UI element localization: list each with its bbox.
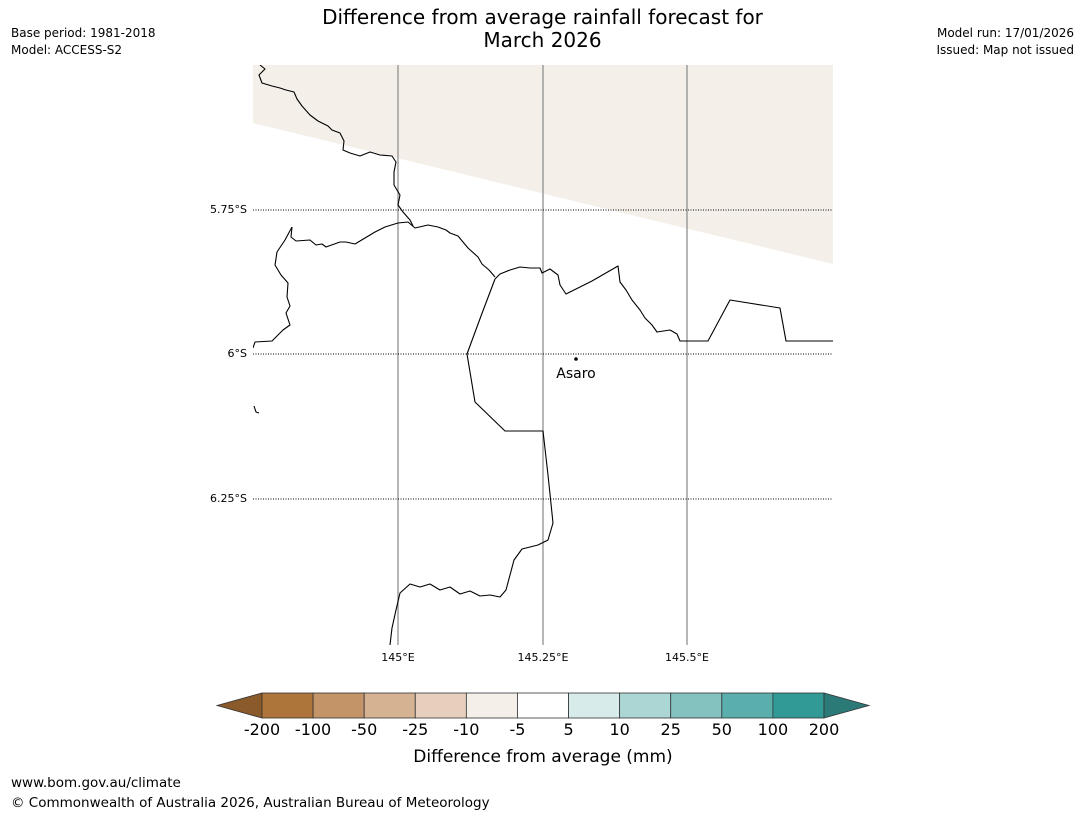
colorbar-segment bbox=[414, 692, 467, 719]
asaro-marker bbox=[574, 357, 578, 361]
boundary-east bbox=[494, 265, 833, 342]
issued-status: Issued: Map not issued bbox=[936, 43, 1074, 57]
colorbar-tick-label: 50 bbox=[712, 720, 732, 739]
base-period: Base period: 1981-2018 bbox=[11, 26, 156, 40]
colorbar-segment bbox=[261, 692, 314, 719]
colorbar-tick-label: 5 bbox=[563, 720, 573, 739]
latitude-gridlines bbox=[253, 209, 833, 500]
map-panel: Asaro bbox=[253, 65, 833, 645]
colorbar-segment bbox=[312, 692, 365, 719]
colorbar-tick-label: 25 bbox=[661, 720, 681, 739]
colorbar-tick-label: -10 bbox=[453, 720, 479, 739]
boundary-north bbox=[258, 65, 414, 227]
colorbar-tick-label: -5 bbox=[509, 720, 525, 739]
run-info-right: Model run: 17/01/2026 Issued: Map not is… bbox=[936, 25, 1074, 59]
colorbar-tick-label: 200 bbox=[809, 720, 840, 739]
boundary-fragment bbox=[253, 405, 260, 414]
footer-url[interactable]: www.bom.gov.au/climate bbox=[11, 775, 181, 791]
lat-label-6-25s: 6.25°S bbox=[210, 492, 247, 505]
model-run-date: Model run: 17/01/2026 bbox=[936, 26, 1074, 40]
boundary-central bbox=[389, 278, 554, 645]
lon-label-145-5e: 145.5°E bbox=[665, 651, 709, 664]
colorbar-extend-low bbox=[215, 692, 263, 719]
lon-label-145-25e: 145.25°E bbox=[518, 651, 569, 664]
colorbar-segment bbox=[670, 692, 723, 719]
title-line-1: Difference from average rainfall forecas… bbox=[322, 5, 763, 29]
colorbar-segment bbox=[619, 692, 672, 719]
footer-copyright: © Commonwealth of Australia 2026, Austra… bbox=[11, 795, 490, 811]
boundary-southwest bbox=[253, 226, 293, 349]
colorbar-tick-label: -100 bbox=[295, 720, 331, 739]
lat-label-5-75s: 5.75°S bbox=[210, 203, 247, 216]
lat-label-6s: 6°S bbox=[228, 347, 247, 360]
asaro-label: Asaro bbox=[556, 366, 595, 382]
longitude-labels: 145°E 145.25°E 145.5°E bbox=[381, 651, 709, 664]
colorbar-extend-high bbox=[823, 692, 871, 719]
colorbar-segment bbox=[721, 692, 774, 719]
model-name: Model: ACCESS-S2 bbox=[11, 43, 123, 57]
colorbar-segment bbox=[517, 692, 569, 719]
colorbar-segment bbox=[465, 692, 518, 719]
run-info-left: Base period: 1981-2018 Model: ACCESS-S2 bbox=[11, 25, 156, 59]
colorbar-tick-label: 10 bbox=[609, 720, 629, 739]
map-title: Difference from average rainfall forecas… bbox=[0, 6, 1085, 52]
colorbar: -200 -100 -50 -25 -10 -5 5 10 25 50 100 200 bbox=[215, 692, 871, 739]
boundary-west bbox=[290, 221, 496, 278]
title-line-2: March 2026 bbox=[483, 28, 602, 52]
colorbar-title: Difference from average (mm) bbox=[413, 747, 672, 767]
latitude-labels: 5.75°S 6°S 6.25°S bbox=[210, 203, 247, 505]
colorbar-segment bbox=[568, 692, 621, 719]
colorbar-segment bbox=[772, 692, 825, 719]
colorbar-segment bbox=[363, 692, 416, 719]
colorbar-tick-label: -50 bbox=[351, 720, 377, 739]
colorbar-tick-label: 100 bbox=[758, 720, 789, 739]
lon-label-145e: 145°E bbox=[381, 651, 414, 664]
colorbar-tick-label: -200 bbox=[244, 720, 280, 739]
colorbar-tick-label: -25 bbox=[402, 720, 428, 739]
longitude-gridlines bbox=[397, 65, 688, 645]
province-boundaries bbox=[253, 65, 833, 645]
